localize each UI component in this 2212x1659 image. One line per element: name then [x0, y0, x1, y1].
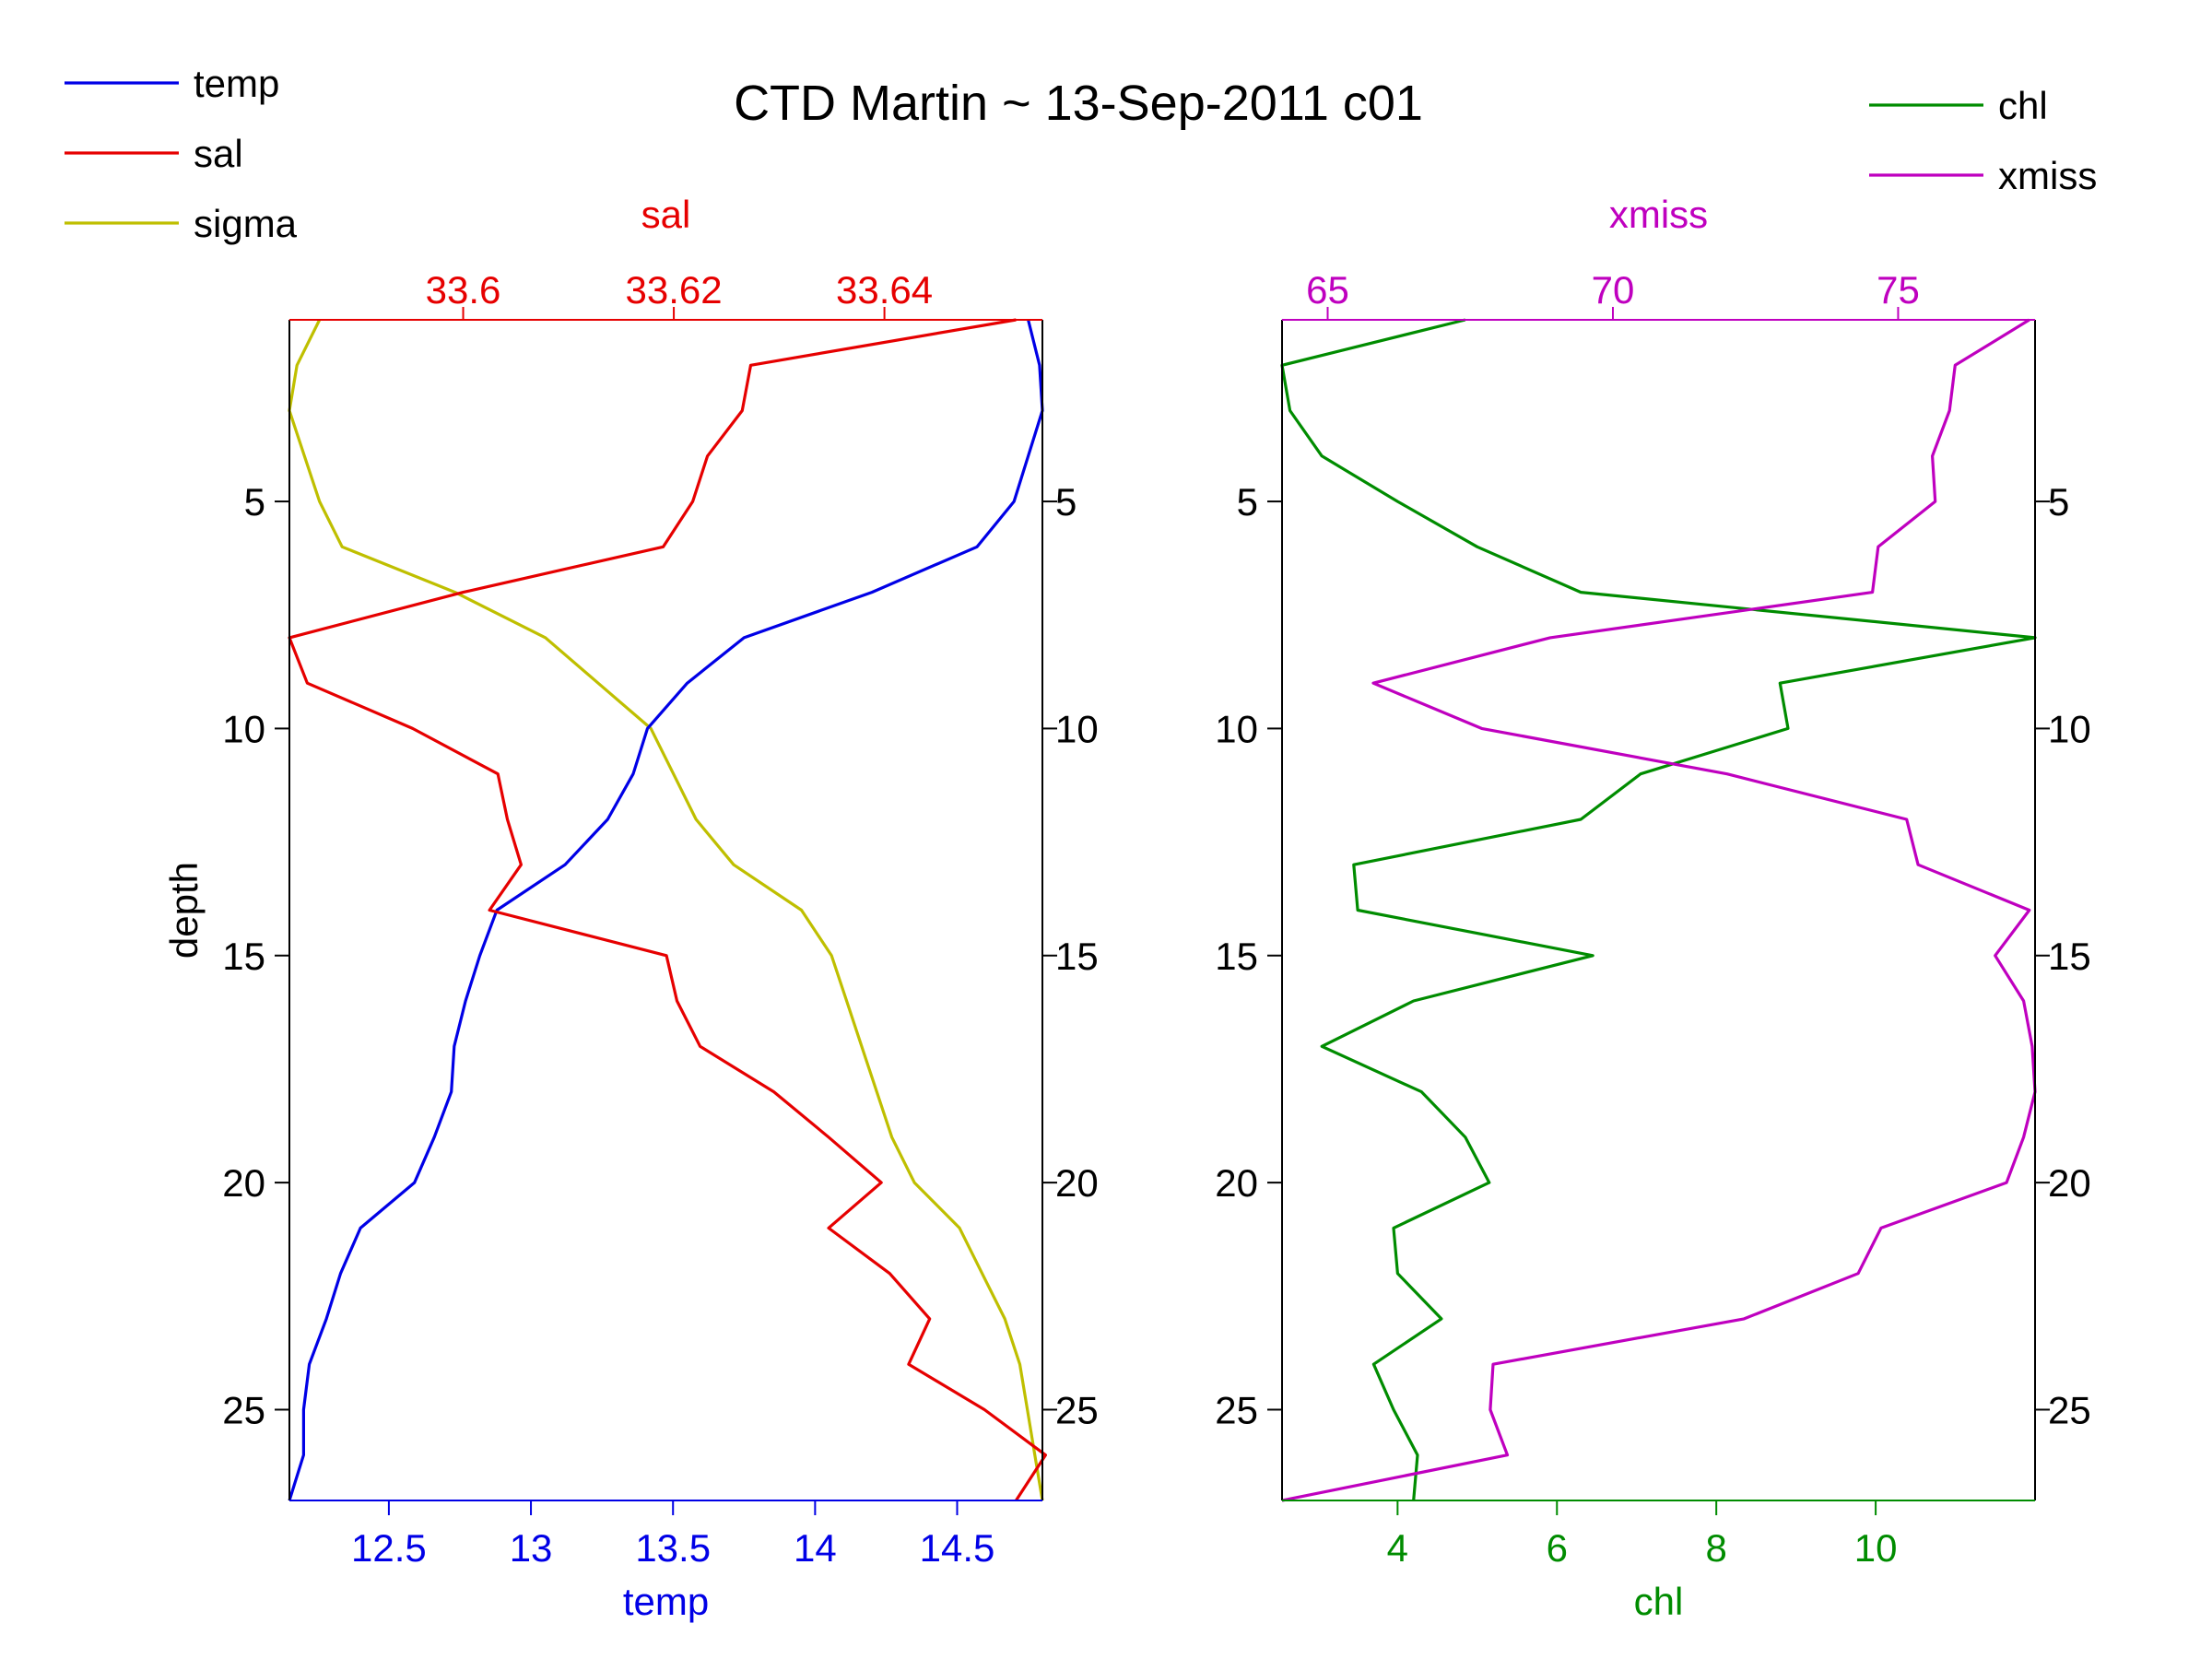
xmiss-legend-label: xmiss: [1998, 154, 2097, 197]
chl-tick-label: 8: [1706, 1526, 1727, 1570]
sal-axis-title: sal: [641, 193, 691, 236]
sal-tick-label: 33.64: [836, 268, 933, 312]
depth-tick-label-right: 15: [1055, 935, 1099, 978]
depth-tick-label-right: 10: [2048, 707, 2091, 750]
chl-series-line: [1280, 318, 2037, 1501]
depth-tick-label-left: 5: [1237, 480, 1258, 524]
depth-tick-label-right: 25: [1055, 1388, 1099, 1431]
temp-axis-title: temp: [623, 1580, 709, 1623]
depth-tick-label-right: 25: [2048, 1388, 2091, 1431]
chart-title: CTD Martin ~ 13-Sep-2011 c01: [734, 76, 1423, 131]
sigma-legend-label: sigma: [194, 202, 298, 245]
temp-tick-label: 13: [510, 1526, 553, 1570]
depth-tick-label-left: 5: [244, 480, 265, 524]
legend-left: temp sal sigma: [65, 62, 298, 245]
chl-tick-label: 10: [1854, 1526, 1898, 1570]
depth-tick-label-right: 15: [2048, 935, 2091, 978]
temp-series-line: [288, 319, 1044, 1501]
chl-tick-label: 4: [1387, 1526, 1408, 1570]
depth-tick-label-right: 5: [2048, 480, 2069, 524]
depth-axis-title: depth: [162, 862, 206, 959]
depth-tick-label-left: 15: [222, 935, 265, 978]
chl-axis-title: chl: [1634, 1580, 1684, 1623]
depth-tick-label-left: 10: [222, 707, 265, 750]
depth-tick-label-left: 20: [1215, 1161, 1258, 1205]
sal-series-line: [288, 318, 1048, 1501]
depth-tick-label-left: 10: [1215, 707, 1258, 750]
depth-tick-label-left: 15: [1215, 935, 1258, 978]
sal-tick-label: 33.62: [626, 268, 723, 312]
xmiss-series-line: [1281, 318, 2037, 1502]
depth-tick-label-left: 25: [1215, 1388, 1258, 1431]
xmiss-tick-label: 70: [1592, 268, 1635, 312]
depth-tick-label-right: 20: [1055, 1161, 1099, 1205]
legend-right: chl xmiss: [1869, 84, 2097, 197]
sal-tick-label: 33.6: [426, 268, 501, 312]
depth-tick-label-left: 25: [222, 1388, 265, 1431]
temp-tick-label: 13.5: [635, 1526, 711, 1570]
xmiss-tick-label: 75: [1877, 268, 1920, 312]
temp-tick-label: 14: [794, 1526, 837, 1570]
depth-tick-label-right: 10: [1055, 707, 1099, 750]
chl-tick-label: 6: [1547, 1526, 1568, 1570]
xmiss-axis-title: xmiss: [1609, 193, 1708, 236]
left-profile-panel: 5 5 10 10 15 15 20 20 25 25 12.5 13 13.5 14 14.5 temp 33…: [162, 193, 1099, 1623]
temp-legend-label: temp: [194, 62, 279, 105]
sigma-series-line: [288, 319, 1044, 1501]
depth-tick-label-left: 20: [222, 1161, 265, 1205]
temp-tick-label: 14.5: [920, 1526, 995, 1570]
temp-tick-label: 12.5: [351, 1526, 427, 1570]
xmiss-tick-label: 65: [1306, 268, 1349, 312]
depth-tick-label-right: 20: [2048, 1161, 2091, 1205]
right-profile-panel: 5 5 10 10 15 15 20 20 25 25 4 6 8 10 chl 65 70 75 xmiss: [1215, 193, 2090, 1623]
sal-legend-label: sal: [194, 132, 243, 175]
depth-tick-label-right: 5: [1055, 480, 1077, 524]
chl-legend-label: chl: [1998, 84, 2048, 127]
